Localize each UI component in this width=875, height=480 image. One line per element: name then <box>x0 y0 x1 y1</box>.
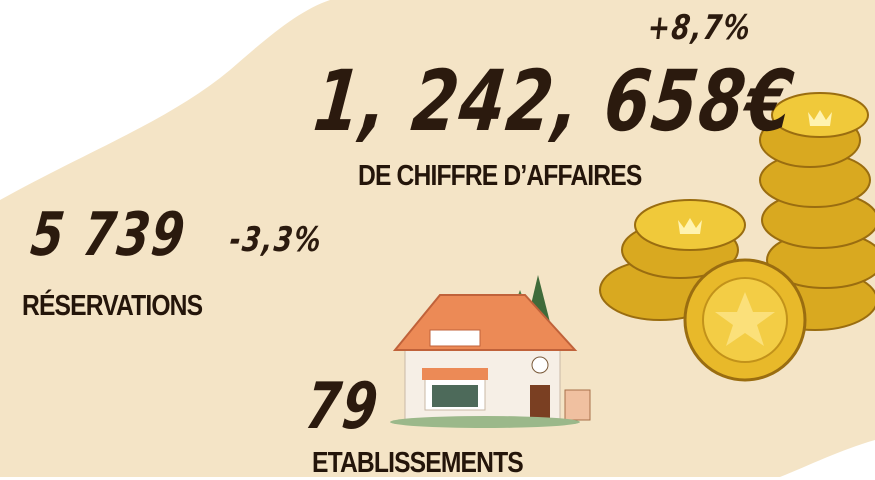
bookings-label: RÉSERVATIONS <box>22 290 202 323</box>
page: +8,7% 1, 242, 658€ DE CHIFFRE D’AFFAIRES… <box>0 0 875 477</box>
venues-label: ETABLISSEMENTS <box>312 447 523 480</box>
bookings-change: -3,3% <box>228 220 325 260</box>
venues-value: 79 <box>302 370 382 444</box>
revenue-value: 1, 242, 658€ <box>310 52 799 150</box>
revenue-change: +8,7% <box>646 8 754 48</box>
bookings-value: 5 739 <box>28 200 190 270</box>
revenue-label: DE CHIFFRE D’AFFAIRES <box>358 160 641 193</box>
